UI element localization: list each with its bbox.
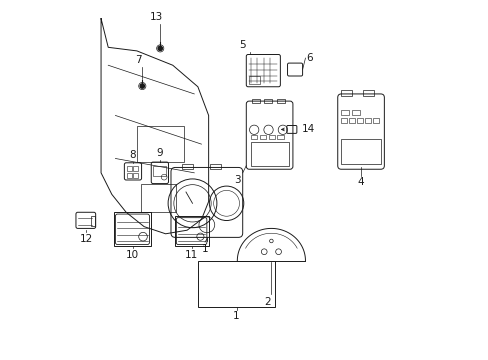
Bar [351,110,359,116]
Text: 11: 11 [185,250,198,260]
Bar [362,90,373,96]
Bar [153,166,165,176]
Text: 9: 9 [156,148,163,158]
Text: 2: 2 [264,297,270,307]
Bar [133,173,138,178]
Text: 3: 3 [234,175,241,185]
Text: 4: 4 [357,177,364,187]
Bar [364,118,370,123]
Bar [140,184,176,212]
Bar [277,135,284,139]
Bar [198,261,274,307]
Bar [133,166,138,171]
Circle shape [140,84,144,88]
Bar [249,76,260,84]
Bar [268,135,274,139]
Bar [356,118,362,123]
Bar [113,212,151,246]
Bar [250,142,288,166]
Bar [182,164,192,169]
Bar [372,118,378,123]
Bar [174,216,208,246]
Text: 7: 7 [135,55,142,65]
Bar [348,118,354,123]
Bar [341,110,348,116]
Text: 6: 6 [305,53,312,63]
Bar [264,99,271,103]
Bar [137,126,183,162]
Text: 14: 14 [301,125,314,134]
Bar [126,166,131,171]
Bar [341,118,346,123]
Text: 8: 8 [129,150,135,160]
Text: 13: 13 [150,12,163,22]
Text: 1: 1 [233,311,240,321]
Circle shape [158,46,162,50]
Bar [276,99,284,103]
Text: 12: 12 [79,234,92,244]
Text: 5: 5 [239,40,245,50]
Bar [91,216,95,226]
Bar [251,99,259,103]
Bar [259,135,265,139]
Bar [250,135,257,139]
Text: 10: 10 [126,250,139,260]
Bar [126,173,131,178]
Bar [341,139,380,164]
Text: 1: 1 [202,244,208,254]
Bar [341,90,351,96]
Bar [210,164,221,169]
